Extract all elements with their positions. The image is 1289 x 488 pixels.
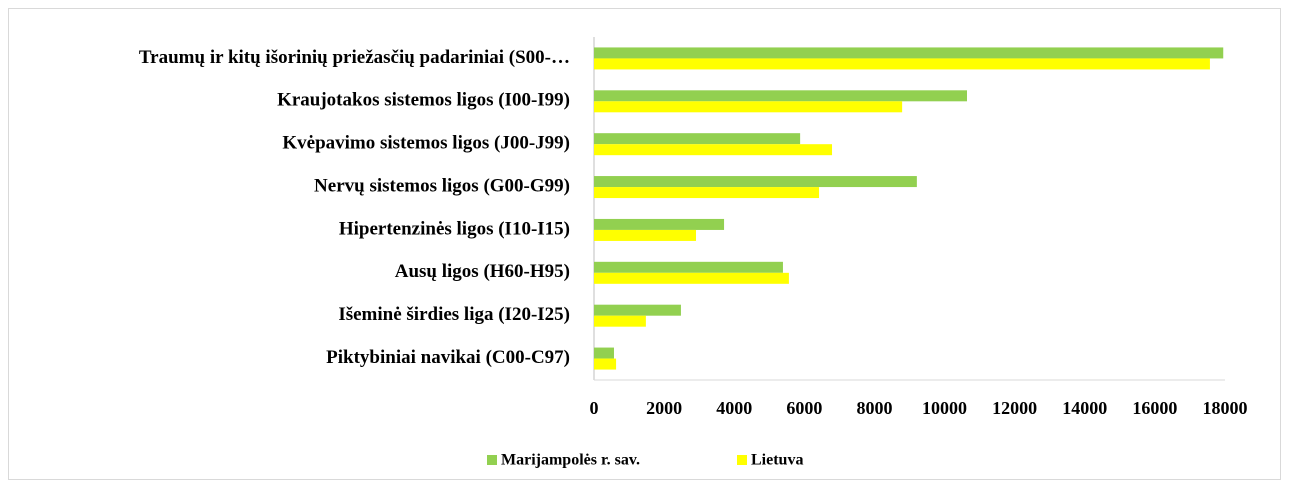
legend-swatch xyxy=(487,455,497,465)
bar xyxy=(594,90,967,102)
x-tick-label: 10000 xyxy=(922,398,967,418)
legend-label: Lietuva xyxy=(751,452,803,469)
bar xyxy=(594,144,833,156)
bar xyxy=(594,133,801,145)
bar xyxy=(594,358,617,370)
bar xyxy=(594,315,646,327)
bar xyxy=(594,261,783,273)
x-tick-label: 2000 xyxy=(646,398,682,418)
legend-swatch xyxy=(737,455,747,465)
y-tick-label: Traumų ir kitų išorinių priežasčių padar… xyxy=(139,47,570,68)
x-tick-label: 4000 xyxy=(716,398,752,418)
bar xyxy=(594,47,1224,59)
y-tick-label: Nervų sistemos ligos (G00-G99) xyxy=(314,175,570,196)
bar xyxy=(594,347,614,359)
x-tick-label: 0 xyxy=(590,398,599,418)
x-tick-label: 6000 xyxy=(786,398,822,418)
bar xyxy=(594,272,789,284)
bar xyxy=(594,218,725,230)
bar xyxy=(594,229,697,241)
bar xyxy=(594,58,1210,70)
y-tick-label: Išeminė širdies liga (I20-I25) xyxy=(338,304,570,325)
y-tick-label: Kvėpavimo sistemos ligos (J00-J99) xyxy=(282,133,570,154)
bar xyxy=(594,187,820,199)
bar xyxy=(594,176,917,188)
y-tick-label: Piktybiniai navikai (C00-C97) xyxy=(326,347,570,368)
bar xyxy=(594,304,681,316)
x-tick-label: 12000 xyxy=(992,398,1037,418)
chart-frame xyxy=(8,8,1281,480)
x-tick-label: 8000 xyxy=(856,398,892,418)
legend-label: Marijampolės r. sav. xyxy=(501,452,640,469)
y-tick-label: Hipertenzinės ligos (I10-I15) xyxy=(339,218,570,239)
x-tick-label: 18000 xyxy=(1203,398,1248,418)
bar xyxy=(594,101,903,113)
y-tick-label: Kraujotakos sistemos ligos (I00-I99) xyxy=(277,90,570,111)
x-tick-label: 16000 xyxy=(1132,398,1177,418)
x-tick-label: 14000 xyxy=(1062,398,1107,418)
y-tick-label: Ausų ligos (H60-H95) xyxy=(395,261,570,282)
